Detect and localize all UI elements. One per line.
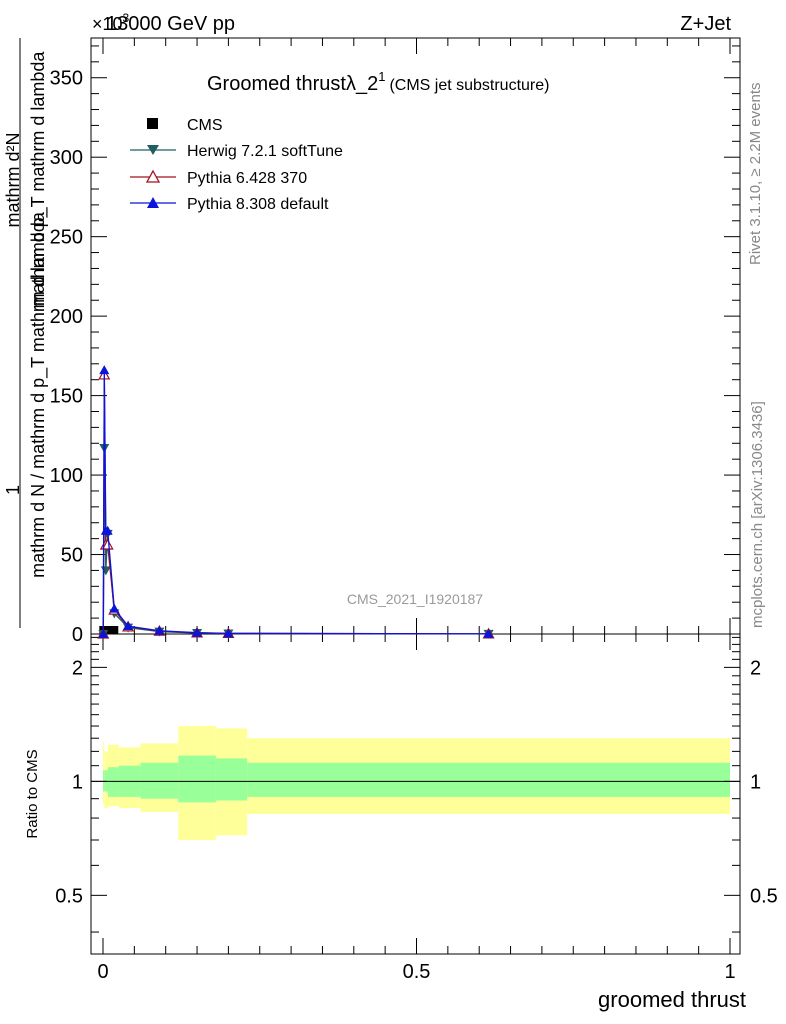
main-y-axis-label: 1 mathrm d N / mathrm d p_T mathrm d lam… — [3, 51, 49, 578]
svg-text:mathrm d p_T mathrm d lambda: mathrm d p_T mathrm d lambda — [28, 51, 49, 309]
svg-text:1: 1 — [3, 485, 23, 495]
legend: CMS Herwig 7.2.1 softTune Pythia 6.428 3… — [130, 117, 343, 213]
legend-pythia6-label: Pythia 6.428 370 — [187, 170, 307, 187]
pythia8-marker — [192, 627, 203, 637]
ratio-y-tick-label-right: 0.5 — [750, 885, 778, 907]
ratio-y-tick-label-right: 1 — [750, 771, 761, 793]
legend-herwig-marker — [147, 145, 159, 155]
legend-pythia8-label: Pythia 8.308 default — [187, 196, 329, 213]
ratio-y-tick-label: 2 — [72, 657, 83, 679]
ratio-uncertainty-bands — [91, 726, 740, 841]
legend-herwig-label: Herwig 7.2.1 softTune — [187, 143, 343, 160]
ratio-y-tick-label-right: 2 — [750, 657, 761, 679]
main-y-tick-label: 100 — [50, 465, 83, 487]
y-multiplier-label: ×103 — [92, 11, 130, 34]
analysis-watermark: CMS_2021_I1920187 — [347, 591, 483, 607]
main-axis-ticks: 0 50 100 150 200 250 300 350 — [50, 38, 740, 646]
main-y-tick-label: 0 — [72, 624, 83, 646]
herwig-marker — [100, 566, 111, 576]
legend-cms-label: CMS — [187, 117, 223, 134]
energy-label: 13000 GeV pp — [106, 13, 235, 35]
ratio-y-tick-label: 0.5 — [55, 885, 83, 907]
pythia8-marker — [154, 625, 165, 635]
main-y-tick-label: 250 — [50, 227, 83, 249]
chart-title: Groomed thrustλ_21(CMS jet substructure) — [207, 69, 549, 95]
main-y-tick-label: 350 — [50, 68, 83, 90]
ratio-y-axis-label: Ratio to CMS — [24, 749, 41, 838]
legend-pythia8-marker — [147, 197, 159, 208]
ratio-inner-band — [215, 758, 248, 801]
ratio-inner-band — [178, 755, 216, 803]
legend-pythia6-marker — [145, 169, 161, 183]
main-y-tick-label: 150 — [50, 386, 83, 408]
ratio-y-tick-label: 1 — [72, 771, 83, 793]
main-y-tick-label: 50 — [61, 545, 83, 567]
x-tick-label: 0.5 — [403, 961, 431, 983]
main-y-tick-label: 300 — [50, 147, 83, 169]
pythia8-marker — [223, 628, 234, 638]
series-line — [102, 370, 489, 635]
pythia8-marker — [109, 603, 120, 613]
main-series-layer — [97, 365, 495, 639]
ratio-inner-band — [247, 762, 730, 797]
pythia6-marker — [101, 538, 114, 550]
pythia8-marker — [483, 628, 494, 638]
x-tick-label: 0 — [97, 961, 108, 983]
process-label: Z+Jet — [680, 13, 731, 35]
ratio-inner-band — [140, 762, 179, 799]
ratio-axis-ticks: 0.5 0.5 1 1 2 2 0 0.5 1 — [55, 634, 778, 983]
main-y-tick-label: 200 — [50, 306, 83, 328]
pythia8-marker — [98, 629, 109, 638]
cms-data-point — [110, 626, 119, 634]
pythia8-marker — [123, 621, 134, 631]
svg-text:mathrm d²N: mathrm d²N — [3, 132, 23, 227]
rivet-version-label: Rivet 3.1.10, ≥ 2.2M events — [747, 83, 764, 266]
mcplots-label: mcplots.cern.ch [arXiv:1306.3436] — [749, 401, 766, 628]
legend-cms-marker — [147, 118, 158, 129]
svg-text:mathrm d N / mathrm d p_T math: mathrm d N / mathrm d p_T mathrm d lambd… — [28, 211, 49, 578]
ratio-inner-band — [108, 767, 119, 797]
x-tick-label: 1 — [724, 961, 735, 983]
pythia8-marker — [102, 525, 113, 535]
x-axis-label: groomed thrust — [598, 987, 746, 1012]
pythia8-marker — [99, 365, 110, 375]
